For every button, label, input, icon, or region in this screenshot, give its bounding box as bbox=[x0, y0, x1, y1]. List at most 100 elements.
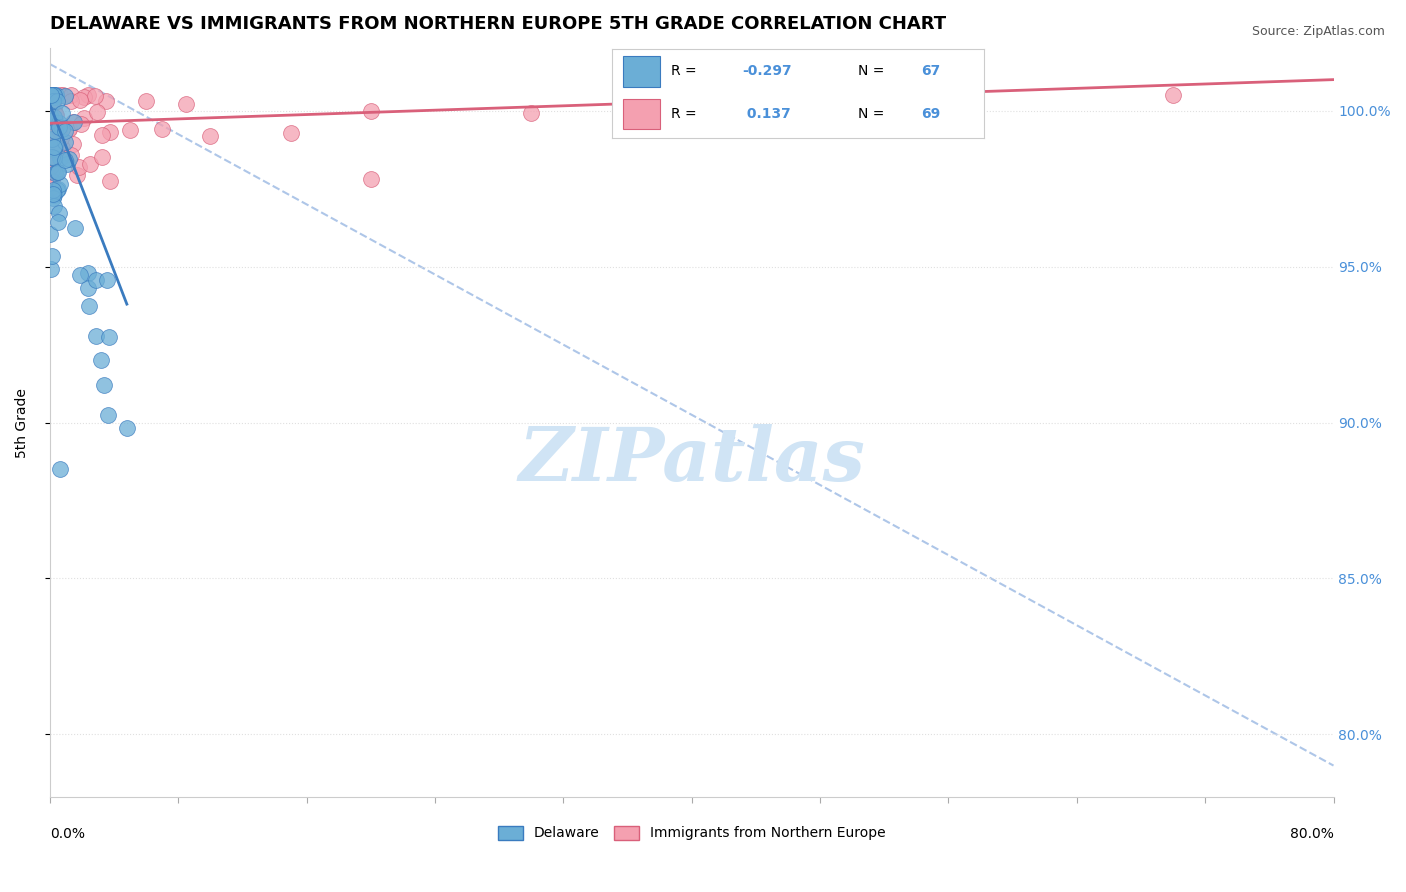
Point bbox=[42, 183, 65, 197]
Point bbox=[48, 123, 70, 137]
Point bbox=[62, 137, 84, 152]
Point bbox=[76, 88, 98, 103]
Point bbox=[53, 89, 76, 103]
Text: -0.297: -0.297 bbox=[742, 64, 792, 78]
Point bbox=[41, 88, 63, 103]
Point bbox=[41, 112, 63, 127]
Point bbox=[41, 95, 63, 109]
Point bbox=[48, 88, 70, 103]
Point bbox=[76, 281, 98, 295]
Point bbox=[94, 95, 117, 109]
Point bbox=[46, 182, 69, 196]
Point bbox=[44, 139, 66, 153]
Point bbox=[48, 151, 70, 165]
Point bbox=[91, 128, 114, 143]
Point bbox=[41, 185, 63, 199]
Point bbox=[39, 88, 62, 103]
Point bbox=[42, 142, 65, 156]
Point bbox=[41, 150, 63, 164]
Point bbox=[41, 109, 63, 123]
Text: 80.0%: 80.0% bbox=[1289, 827, 1333, 840]
Point bbox=[41, 157, 63, 171]
Point bbox=[44, 151, 66, 165]
Point bbox=[115, 421, 138, 435]
Text: DELAWARE VS IMMIGRANTS FROM NORTHERN EUROPE 5TH GRADE CORRELATION CHART: DELAWARE VS IMMIGRANTS FROM NORTHERN EUR… bbox=[49, 15, 946, 33]
Point bbox=[39, 139, 62, 153]
Point bbox=[41, 248, 63, 262]
Point bbox=[53, 124, 76, 138]
Point bbox=[42, 140, 65, 154]
Point bbox=[58, 122, 80, 136]
Point bbox=[280, 126, 302, 140]
Point bbox=[39, 90, 62, 104]
Point bbox=[83, 89, 105, 103]
Point bbox=[63, 114, 86, 128]
Point bbox=[39, 104, 62, 119]
Point bbox=[174, 96, 197, 111]
Text: R =: R = bbox=[671, 64, 697, 78]
Point bbox=[39, 88, 62, 103]
Point bbox=[39, 98, 62, 112]
Point bbox=[70, 117, 93, 131]
Text: R =: R = bbox=[671, 107, 697, 121]
Point bbox=[44, 186, 66, 201]
Point bbox=[58, 152, 80, 166]
Y-axis label: 5th Grade: 5th Grade bbox=[15, 388, 30, 458]
Point bbox=[42, 94, 65, 108]
Point bbox=[39, 88, 62, 103]
Point bbox=[42, 110, 65, 124]
Point bbox=[41, 162, 63, 177]
Point bbox=[84, 272, 107, 286]
Point bbox=[360, 103, 382, 118]
Point bbox=[41, 174, 63, 188]
Point bbox=[45, 165, 67, 179]
Point bbox=[84, 329, 107, 343]
Point bbox=[39, 88, 62, 103]
Point bbox=[41, 132, 63, 146]
Point bbox=[360, 172, 382, 186]
Point bbox=[44, 187, 66, 202]
Point bbox=[56, 157, 79, 171]
Point bbox=[51, 130, 73, 145]
Point bbox=[51, 106, 73, 120]
Point bbox=[41, 88, 63, 103]
Point bbox=[44, 90, 66, 104]
Text: 0.137: 0.137 bbox=[742, 107, 790, 121]
Point bbox=[39, 88, 62, 103]
Point bbox=[69, 93, 91, 107]
Point bbox=[42, 186, 65, 201]
Point bbox=[39, 108, 62, 122]
Text: 0.0%: 0.0% bbox=[49, 827, 84, 840]
Point bbox=[44, 145, 66, 160]
Point bbox=[41, 180, 63, 194]
FancyBboxPatch shape bbox=[623, 99, 659, 129]
Text: 67: 67 bbox=[921, 64, 941, 78]
Point bbox=[53, 135, 76, 149]
Point bbox=[98, 125, 121, 139]
Point bbox=[42, 88, 65, 103]
Point bbox=[39, 88, 62, 103]
Point bbox=[58, 120, 80, 135]
Text: 69: 69 bbox=[921, 107, 941, 121]
Point bbox=[42, 191, 65, 205]
Point bbox=[42, 88, 65, 103]
Point bbox=[42, 110, 65, 124]
Point bbox=[45, 88, 67, 103]
Point bbox=[62, 115, 84, 129]
Point bbox=[42, 124, 65, 138]
Point bbox=[520, 105, 543, 120]
Point bbox=[45, 119, 67, 133]
Point bbox=[90, 352, 112, 367]
Point bbox=[59, 95, 82, 109]
Text: Source: ZipAtlas.com: Source: ZipAtlas.com bbox=[1251, 25, 1385, 38]
Point bbox=[45, 94, 67, 108]
Point bbox=[77, 299, 100, 313]
Point bbox=[73, 90, 96, 104]
Point bbox=[77, 267, 100, 281]
Point bbox=[60, 148, 83, 162]
Point bbox=[97, 408, 120, 422]
Point bbox=[41, 141, 63, 155]
Point bbox=[63, 220, 86, 235]
Point bbox=[1161, 88, 1184, 103]
Point bbox=[44, 106, 66, 120]
